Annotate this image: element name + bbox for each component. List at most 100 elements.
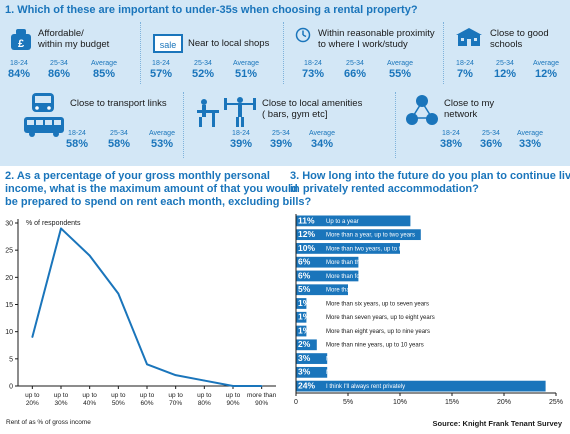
item-label-affordable: Affordable/ within my budget [38,28,110,50]
x-tick-label: 20% [26,400,39,407]
bar [296,256,359,268]
bar [296,284,348,296]
x-tick-label: 40% [83,400,96,407]
x-tick-label: up to [111,392,126,399]
sale-sign-icon: sale [153,34,183,59]
bar-value-label: 2% [298,339,311,349]
x-tick-label: up to [82,392,97,399]
stat-shops-18-24: 18-24 57% [149,60,173,80]
x-tick-label: 10% [393,399,407,406]
x-tick-label: 20% [497,399,511,406]
bar [296,325,307,337]
item-label-transport: Close to transport links [70,98,167,109]
x-tick-label: 15% [445,399,459,406]
item-label-network: Close to my network [444,98,495,120]
bar-category-label: More than a year, up to two years [326,233,415,239]
data-point [31,336,34,338]
x-tick-label: 5% [343,399,353,406]
bar-category-label: I think I'll always rent privately [326,384,405,390]
x-tick-label: 25% [549,399,563,406]
stat-affordable-25-34: 25-34 86% [47,60,71,80]
x-tick-label: 80% [198,400,211,407]
bar-value-label: 1% [298,325,311,335]
bar-value-label: 1% [298,312,311,322]
bar [296,353,328,364]
svg-text:£: £ [18,38,24,50]
bar-value-label: 10% [298,243,315,253]
stat-schools-average: Average 12% [533,60,559,80]
x-tick-label: 30% [54,400,67,407]
x-tick-label: 90% [255,400,268,407]
separator [395,92,396,158]
bar-value-label: 1% [298,298,311,308]
x-tick-label: more than [247,392,277,399]
y-tick-label: 15 [5,302,13,309]
bar [296,380,546,392]
bar [296,311,307,323]
bar-chart: 11% Up to a year 12% More than a year, up t… [294,214,563,406]
separator [283,22,284,84]
bar-category-label: More than eight years, up to nine years [326,329,430,335]
bar-value-label: 24% [298,381,315,391]
data-point [88,254,91,257]
bar-category-label: More than five years, up to six years [326,288,422,294]
x-tick-label: up to [54,392,69,399]
y-axis-label: % of respondents [26,220,81,227]
bar-category-label: Up to a year [326,219,359,225]
bar-category-label: More than three years, up to four years [326,260,430,266]
separator [140,22,141,84]
data-point [60,227,62,230]
y-tick-label: 0 [9,384,13,391]
bar [296,270,359,282]
x-tick-label: 60% [140,400,153,407]
data-point [146,363,148,366]
x-tick-label: 50% [112,400,125,407]
item-label-proximity: Within reasonable proximity to where I w… [318,28,435,50]
item-label-schools: Close to good schools [490,28,549,50]
stat-shops-25-34: 25-34 52% [191,60,215,80]
data-line [31,227,262,387]
item-label-shops: Near to local shops [188,38,270,49]
source-note: Source: Knight Frank Tenant Survey [432,419,562,428]
data-point [174,374,177,376]
bar-category-label: More than four years, up to five years [326,274,425,280]
x-tick-label: up to [140,392,155,399]
stat-transport-average: Average 53% [149,130,175,150]
x-tick-label: up to [197,392,212,399]
data-point [203,379,206,382]
y-tick-label: 10 [5,329,13,336]
stat-network-25-34: 25-34 36% [479,130,503,150]
bar-value-label: 5% [298,284,311,294]
x-tick-label: 90% [226,400,239,407]
bar-value-label: 11% [298,215,315,225]
y-tick-label: 30 [5,221,13,228]
bar-value-label: 6% [298,270,311,280]
network-icon [405,94,439,131]
x-tick-label: 70% [169,400,182,407]
bar-value-label: 3% [298,353,311,363]
bar [296,229,421,241]
stat-amenities-18-24: 18-24 39% [229,130,253,150]
stat-transport-25-34: 25-34 58% [107,130,131,150]
bar-category-label: More than six years, up to seven years [326,301,429,307]
clock-icon [295,27,311,48]
x-axis-label: Rent of as % of gross income [6,419,91,426]
bar-gym-icon [196,94,256,133]
bar-category-label: More than two years, up to three years [326,246,429,252]
q1-title: 1. Which of these are important to under… [5,4,418,16]
data-point [260,385,263,387]
separator [183,92,184,158]
stat-affordable-average: Average 85% [91,60,117,80]
stat-amenities-average: Average 34% [309,130,335,150]
bar [296,243,400,254]
item-label-amenities: Close to local amenities ( bars, gym etc… [262,98,363,120]
stat-network-18-24: 18-24 38% [439,130,463,150]
bar-value-label: 6% [298,257,311,267]
x-tick-label: up to [25,392,40,399]
bar [296,366,328,378]
bar [296,215,411,227]
x-tick-label: 0 [294,399,298,406]
stat-schools-18-24: 18-24 7% [456,60,474,80]
bar-value-label: 3% [298,367,311,377]
